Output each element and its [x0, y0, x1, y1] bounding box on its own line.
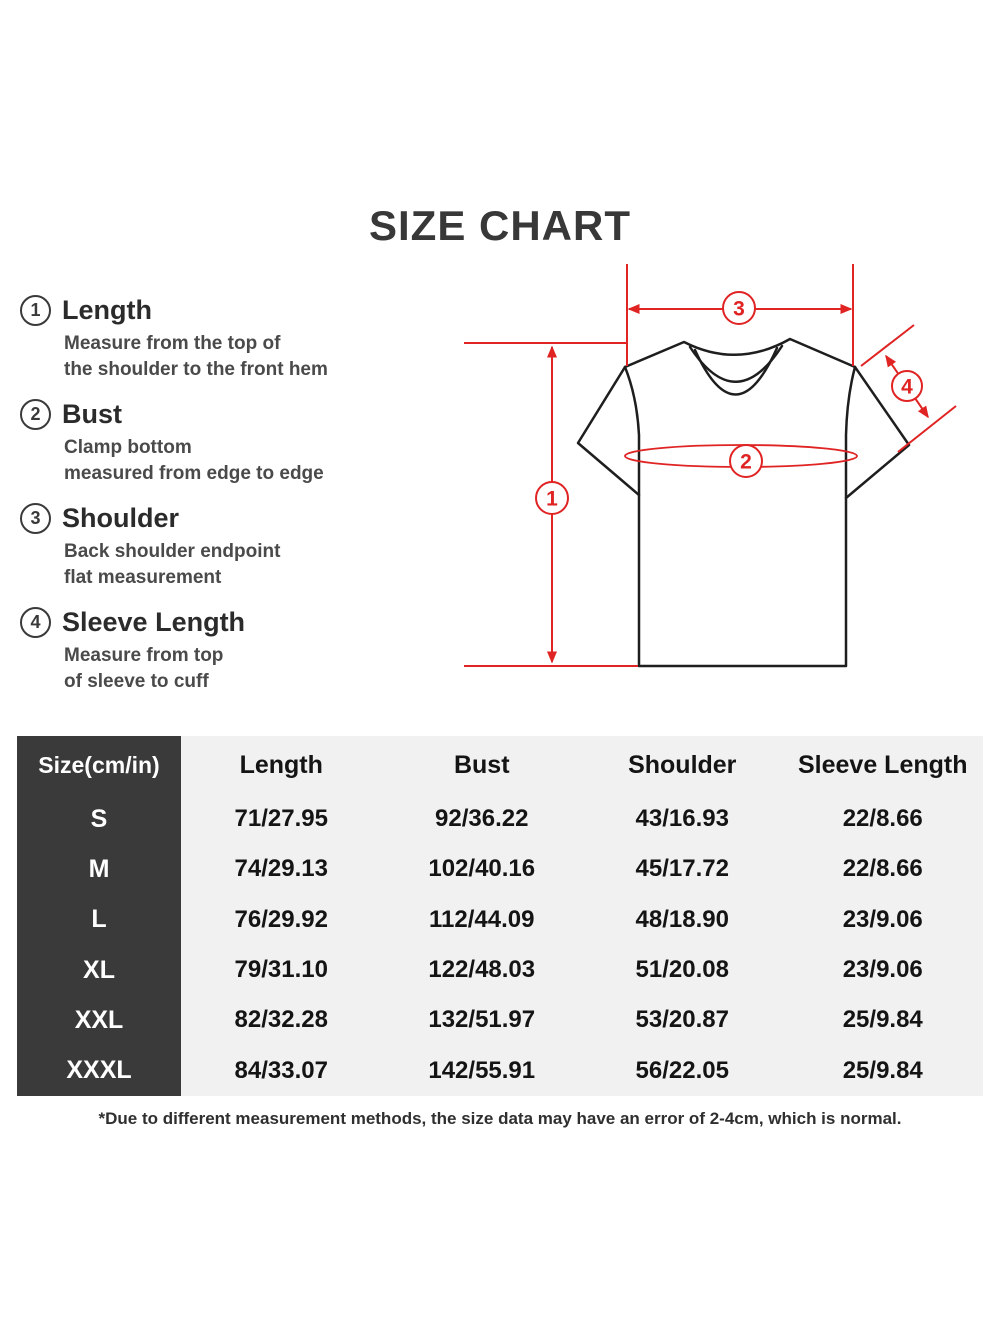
guide-item-description: Back shoulder endpoint flat measurement: [64, 541, 281, 588]
table-cell: 76/29.92: [181, 894, 382, 945]
guide-item-description: Measure from top of sleeve to cuff: [64, 645, 224, 692]
table-header-bust: Bust: [381, 736, 582, 794]
guide-item-label: Sleeve Length: [62, 606, 246, 637]
sleeve-bottom-reference-line: [897, 405, 957, 453]
callout-circle-1: [535, 481, 569, 515]
tshirt-measurement-diagram: 1 2 3 4: [464, 264, 957, 668]
table-cell: 92/36.22: [381, 794, 582, 845]
table-cell: 45/17.72: [582, 844, 783, 895]
callout-number-2: 2: [740, 451, 752, 474]
table-cell: 25/9.84: [782, 1045, 983, 1096]
table-row-size-label: S: [17, 794, 181, 845]
guide-item-bust: 2 Bust Clamp bottom measured from edge t…: [20, 397, 450, 487]
table-header-size: Size(cm/in): [17, 736, 181, 794]
guide-item-shoulder: 3 Shoulder Back shoulder endpoint flat m…: [20, 501, 450, 591]
table-row-size-label: XXXL: [17, 1045, 181, 1096]
circled-number-badge: 2: [20, 398, 51, 430]
callout-circle-4: [891, 370, 923, 402]
table-header-length: Length: [181, 736, 382, 794]
tshirt-right-sleeve: [844, 365, 911, 500]
guide-item-label: Bust: [62, 398, 122, 429]
table-cell: 48/18.90: [582, 894, 783, 945]
callout-number-4: 4: [901, 376, 913, 399]
table-cell: 71/27.95: [181, 794, 382, 845]
measurement-guide: 1 Length Measure from the top of the sho…: [20, 293, 450, 709]
callout-circle-3: [722, 291, 756, 325]
table-cell: 79/31.10: [181, 944, 382, 996]
guide-item-sleeve-length: 4 Sleeve Length Measure from top of slee…: [20, 605, 450, 695]
table-cell: 132/51.97: [381, 995, 582, 1046]
table-cell: 74/29.13: [181, 844, 382, 895]
callout-circle-2: [729, 444, 763, 478]
guide-item-label: Shoulder: [62, 502, 180, 533]
page-title: SIZE CHART: [369, 202, 631, 249]
size-table: Size(cm/in) Length Bust Shoulder Sleeve …: [17, 736, 983, 1096]
table-cell: 122/48.03: [381, 944, 582, 996]
tshirt-left-sleeve: [576, 365, 641, 497]
table-cell: 51/20.08: [582, 944, 783, 996]
table-cell: 23/9.06: [782, 944, 983, 996]
table-row-size-label: XL: [17, 944, 181, 996]
table-cell: 82/32.28: [181, 995, 382, 1046]
table-cell: 142/55.91: [381, 1045, 582, 1096]
table-cell: 43/16.93: [582, 794, 783, 845]
table-cell: 56/22.05: [582, 1045, 783, 1096]
table-cell: 22/8.66: [782, 844, 983, 895]
circled-number-badge: 4: [20, 606, 51, 638]
guide-item-length: 1 Length Measure from the top of the sho…: [20, 293, 450, 383]
circled-number-badge: 3: [20, 502, 51, 534]
tshirt-collar-inner: [693, 346, 779, 396]
table-header-sleeve-length: Sleeve Length: [782, 736, 983, 794]
circled-number-badge: 1: [20, 294, 51, 326]
guide-item-description: Measure from the top of the shoulder to …: [64, 333, 328, 380]
table-cell: 84/33.07: [181, 1045, 382, 1096]
table-cell: 112/44.09: [381, 894, 582, 945]
table-cell: 102/40.16: [381, 844, 582, 895]
table-cell: 22/8.66: [782, 794, 983, 845]
table-cell: 25/9.84: [782, 995, 983, 1046]
table-row-size-label: XXL: [17, 995, 181, 1046]
table-header-shoulder: Shoulder: [582, 736, 783, 794]
table-row-size-label: M: [17, 844, 181, 895]
callout-number-1: 1: [546, 488, 558, 511]
table-row-size-label: L: [17, 894, 181, 945]
guide-item-label: Length: [62, 294, 152, 325]
table-cell: 53/20.87: [582, 995, 783, 1046]
table-cell: 23/9.06: [782, 894, 983, 945]
guide-item-description: Clamp bottom measured from edge to edge: [64, 437, 324, 484]
tshirt-outline: [623, 337, 857, 668]
callout-number-3: 3: [733, 298, 745, 321]
sleeve-top-reference-line: [860, 324, 915, 367]
footnote: *Due to different measurement methods, t…: [98, 1109, 902, 1128]
diagram-callouts: 1 2 3 4: [535, 291, 923, 515]
